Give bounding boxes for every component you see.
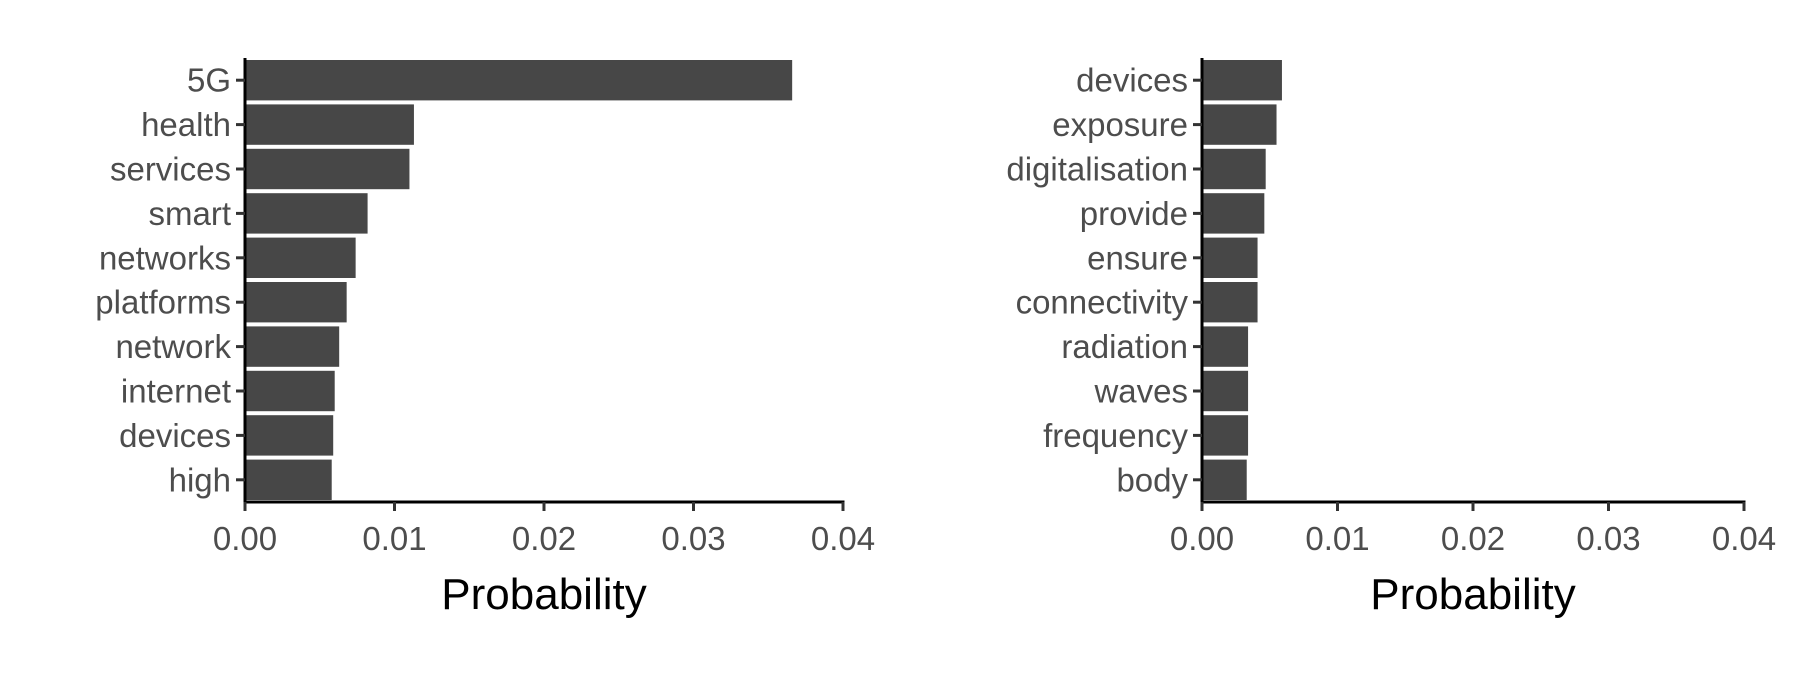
bar-radiation: [1202, 326, 1249, 367]
bar-networks: [245, 237, 356, 278]
bar-provide: [1202, 193, 1265, 234]
bar-devices: [245, 415, 334, 456]
bar-smart: [245, 193, 368, 234]
y-tick-label: internet: [121, 373, 231, 410]
y-tick-label: body: [1116, 461, 1188, 498]
x-tick-label: 0.02: [1441, 520, 1505, 557]
y-tick-label: provide: [1080, 195, 1188, 232]
bar-devices: [1202, 60, 1282, 101]
y-tick-label: ensure: [1087, 239, 1188, 276]
y-tick-label: health: [141, 106, 231, 143]
y-tick-label: frequency: [1043, 417, 1188, 454]
right-bar-chart: devices exposure digitalisation provide ensu…: [1006, 58, 1776, 619]
bar-frequency: [1202, 415, 1249, 456]
bar-health: [245, 104, 414, 145]
bar-exposure: [1202, 104, 1277, 145]
x-tick-label: 0.00: [213, 520, 277, 557]
x-axis-title: Probability: [441, 570, 646, 619]
bar-digitalisation: [1202, 148, 1266, 190]
x-tick-label: 0.04: [1712, 520, 1776, 557]
x-tick-label: 0.01: [362, 520, 426, 557]
y-tick-label: exposure: [1052, 106, 1188, 143]
y-tick-label: networks: [99, 239, 231, 276]
y-tick-label: 5G: [187, 62, 231, 99]
bar-ensure: [1202, 237, 1258, 278]
left-bar-chart: 5G health services smart networks platforms ne…: [95, 58, 875, 619]
bar-high: [245, 459, 332, 500]
y-tick-label: network: [115, 328, 231, 365]
x-tick-label: 0.02: [512, 520, 576, 557]
x-tick-label: 0.00: [1170, 520, 1234, 557]
y-tick-label: connectivity: [1016, 284, 1189, 321]
y-tick-label: waves: [1093, 373, 1188, 410]
bar-network: [245, 326, 340, 367]
bar-5G: [245, 60, 793, 101]
bar-services: [245, 148, 410, 190]
bar-platforms: [245, 282, 347, 323]
y-tick-label: services: [110, 151, 231, 188]
x-tick-label: 0.03: [1576, 520, 1640, 557]
y-tick-label: radiation: [1061, 328, 1188, 365]
y-tick-label: smart: [149, 195, 232, 232]
x-axis-title: Probability: [1370, 570, 1575, 619]
bar-body: [1202, 459, 1247, 500]
y-tick-label: digitalisation: [1006, 151, 1188, 188]
y-tick-label: platforms: [95, 284, 231, 321]
y-tick-label: high: [169, 461, 231, 498]
bar-connectivity: [1202, 282, 1258, 323]
y-tick-label: devices: [119, 417, 231, 454]
x-tick-label: 0.04: [811, 520, 875, 557]
bar-waves: [1202, 370, 1249, 412]
x-tick-label: 0.01: [1305, 520, 1369, 557]
bar-internet: [245, 370, 335, 412]
x-tick-label: 0.03: [661, 520, 725, 557]
y-tick-label: devices: [1076, 62, 1188, 99]
